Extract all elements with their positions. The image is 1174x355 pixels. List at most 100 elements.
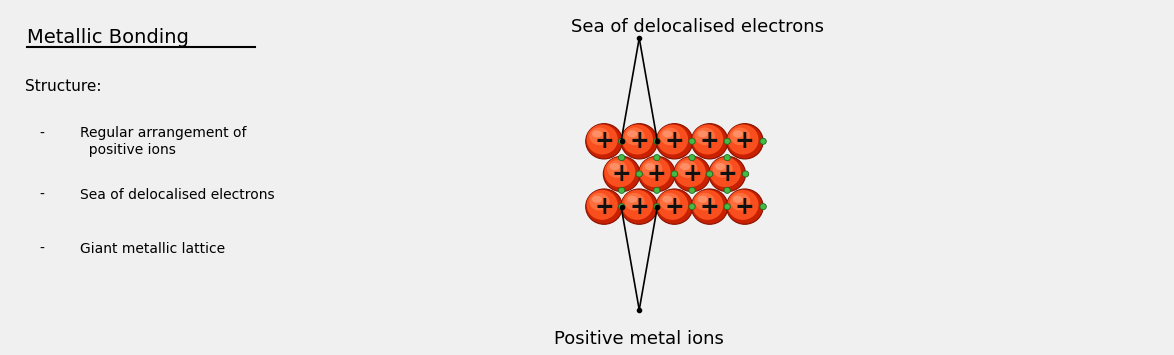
- Ellipse shape: [724, 154, 730, 161]
- Text: Regular arrangement of
  positive ions: Regular arrangement of positive ions: [80, 126, 247, 157]
- Ellipse shape: [728, 190, 758, 220]
- Ellipse shape: [689, 154, 695, 161]
- Ellipse shape: [627, 196, 637, 203]
- Text: +: +: [664, 195, 684, 219]
- Ellipse shape: [621, 189, 657, 224]
- Ellipse shape: [589, 193, 609, 211]
- Ellipse shape: [730, 193, 750, 211]
- Ellipse shape: [697, 130, 708, 137]
- Text: +: +: [629, 129, 649, 153]
- Ellipse shape: [760, 138, 767, 144]
- Ellipse shape: [713, 160, 733, 178]
- Text: Sea of delocalised electrons: Sea of delocalised electrons: [572, 18, 824, 36]
- Text: +: +: [664, 129, 684, 153]
- Ellipse shape: [660, 127, 680, 145]
- Ellipse shape: [693, 125, 723, 154]
- Ellipse shape: [621, 124, 657, 159]
- Text: +: +: [700, 195, 720, 219]
- Ellipse shape: [707, 171, 713, 177]
- Ellipse shape: [724, 187, 730, 193]
- Ellipse shape: [622, 125, 653, 154]
- Text: -: -: [39, 242, 43, 256]
- Ellipse shape: [625, 193, 645, 211]
- Ellipse shape: [677, 160, 697, 178]
- Ellipse shape: [660, 193, 680, 211]
- Text: +: +: [647, 162, 667, 186]
- Ellipse shape: [697, 196, 708, 203]
- Text: Structure:: Structure:: [25, 79, 102, 94]
- Ellipse shape: [586, 189, 622, 224]
- Ellipse shape: [654, 154, 660, 161]
- Ellipse shape: [605, 157, 635, 187]
- Ellipse shape: [724, 203, 730, 210]
- Ellipse shape: [727, 124, 763, 159]
- Text: +: +: [629, 195, 649, 219]
- Ellipse shape: [760, 203, 767, 210]
- Text: +: +: [612, 162, 632, 186]
- Ellipse shape: [639, 156, 675, 192]
- Ellipse shape: [733, 130, 743, 137]
- Ellipse shape: [654, 138, 660, 144]
- Text: Positive metal ions: Positive metal ions: [554, 330, 724, 348]
- Ellipse shape: [689, 203, 695, 210]
- Ellipse shape: [730, 127, 750, 145]
- Ellipse shape: [724, 138, 730, 144]
- Ellipse shape: [656, 124, 693, 159]
- Ellipse shape: [586, 124, 622, 159]
- Ellipse shape: [691, 124, 728, 159]
- Text: -: -: [39, 126, 43, 141]
- Ellipse shape: [625, 127, 645, 145]
- Text: Metallic Bonding: Metallic Bonding: [27, 28, 189, 47]
- Ellipse shape: [640, 157, 670, 187]
- Ellipse shape: [672, 171, 677, 177]
- Ellipse shape: [689, 138, 695, 144]
- Ellipse shape: [657, 190, 688, 220]
- Ellipse shape: [619, 203, 625, 210]
- Ellipse shape: [592, 196, 602, 203]
- Ellipse shape: [592, 130, 602, 137]
- Ellipse shape: [691, 189, 728, 224]
- Ellipse shape: [619, 154, 625, 161]
- Ellipse shape: [589, 127, 609, 145]
- Text: Giant metallic lattice: Giant metallic lattice: [80, 242, 225, 256]
- Ellipse shape: [680, 163, 690, 170]
- Ellipse shape: [619, 187, 625, 193]
- Ellipse shape: [693, 190, 723, 220]
- Ellipse shape: [609, 163, 620, 170]
- Ellipse shape: [727, 189, 763, 224]
- Ellipse shape: [689, 187, 695, 193]
- Ellipse shape: [728, 125, 758, 154]
- Text: +: +: [735, 195, 755, 219]
- Ellipse shape: [654, 187, 660, 193]
- Ellipse shape: [662, 196, 673, 203]
- Ellipse shape: [627, 130, 637, 137]
- Ellipse shape: [657, 125, 688, 154]
- Ellipse shape: [603, 156, 640, 192]
- Text: +: +: [594, 195, 614, 219]
- Text: +: +: [700, 129, 720, 153]
- Text: -: -: [39, 187, 43, 202]
- Text: +: +: [735, 129, 755, 153]
- Ellipse shape: [742, 171, 749, 177]
- Text: +: +: [594, 129, 614, 153]
- Ellipse shape: [607, 160, 627, 178]
- Ellipse shape: [733, 196, 743, 203]
- Ellipse shape: [715, 163, 726, 170]
- Ellipse shape: [674, 156, 710, 192]
- Ellipse shape: [587, 125, 618, 154]
- Ellipse shape: [695, 193, 715, 211]
- Ellipse shape: [654, 203, 660, 210]
- Ellipse shape: [662, 130, 673, 137]
- Text: Sea of delocalised electrons: Sea of delocalised electrons: [80, 187, 275, 202]
- Ellipse shape: [619, 138, 625, 144]
- Ellipse shape: [709, 156, 745, 192]
- Ellipse shape: [695, 127, 715, 145]
- Ellipse shape: [642, 160, 662, 178]
- Text: +: +: [717, 162, 737, 186]
- Ellipse shape: [622, 190, 653, 220]
- Ellipse shape: [636, 171, 642, 177]
- Ellipse shape: [710, 157, 741, 187]
- Ellipse shape: [675, 157, 706, 187]
- Ellipse shape: [656, 189, 693, 224]
- Ellipse shape: [645, 163, 655, 170]
